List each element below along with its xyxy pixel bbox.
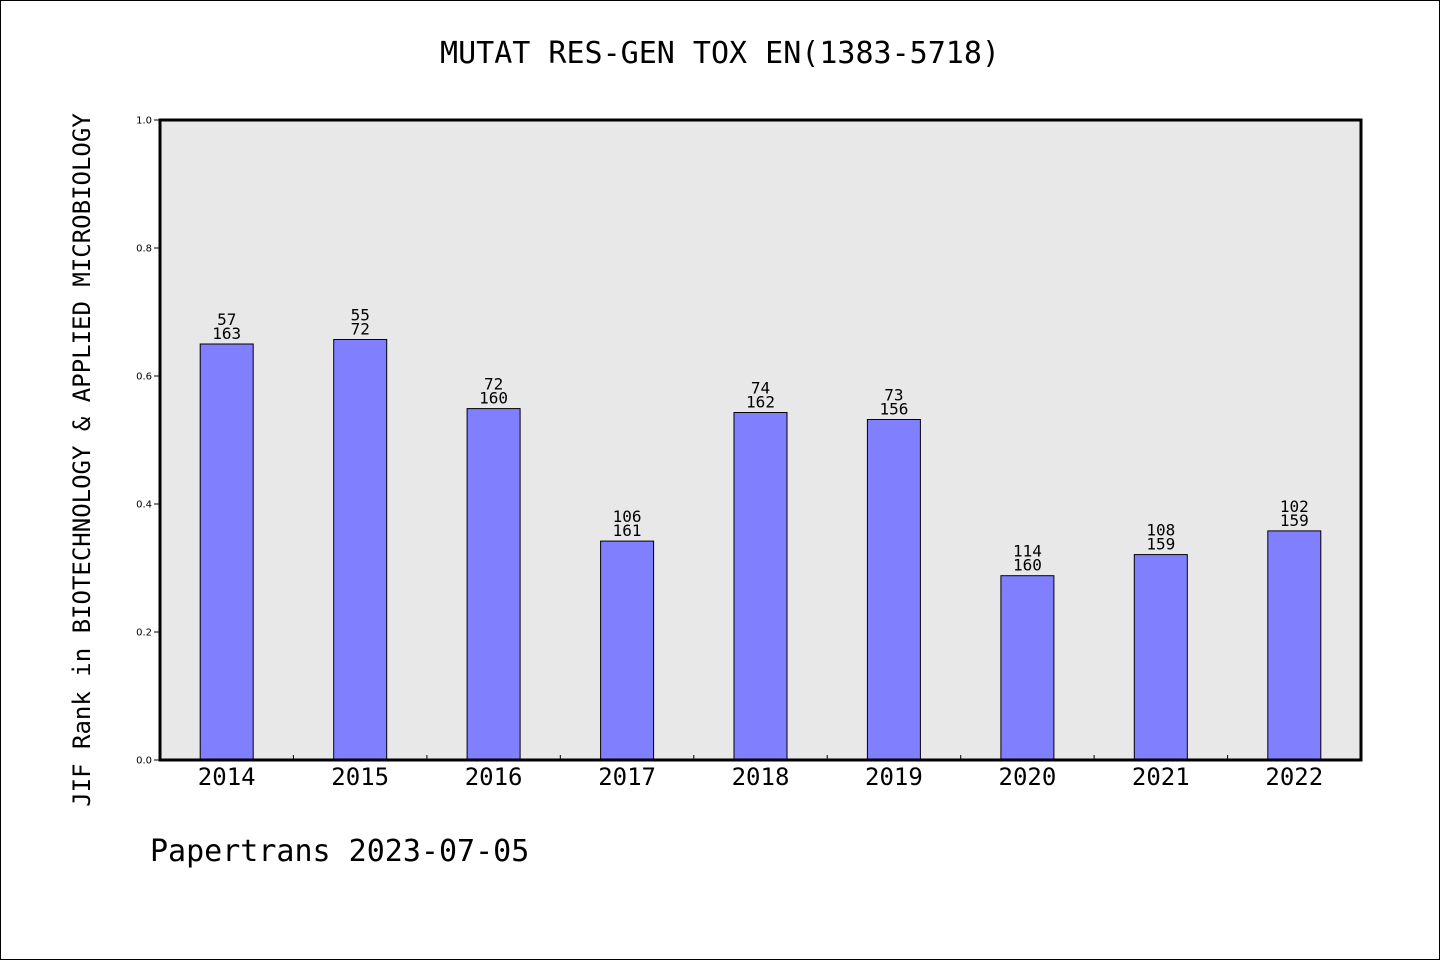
x-tick-label: 2021 [1132,763,1190,791]
y-tick-label: 0.8 [136,244,152,255]
bar-total-label: 163 [212,324,241,343]
bar-2017 [600,540,655,761]
x-tick-label: 2017 [598,763,656,791]
bar-total-label: 160 [1013,556,1042,575]
bar-total-label: 72 [351,320,370,339]
bar-rank-label: 72 [484,375,503,394]
y-tick-label: 0.6 [136,372,152,383]
bar-total-label: 162 [746,393,775,412]
y-axis: 0.0 0.2 0.4 0.6 0.8 1.0 [136,116,160,767]
bar-rank-label: 57 [217,310,236,329]
x-tick-label: 2019 [865,763,923,791]
x-axis: 2014 2015 2016 2017 2018 2019 2020 2021 2022 [198,755,1323,791]
bar-rank-label: 102 [1280,497,1309,516]
bar-rank-label: 114 [1013,542,1042,561]
bars-group [199,339,1322,761]
x-tick-label: 2020 [999,763,1057,791]
bar-total-label: 156 [879,400,908,419]
bar-rank-label: 74 [751,379,770,398]
bar-2018 [733,412,788,761]
y-tick-label: 0.2 [136,628,152,639]
bar-rank-label: 106 [613,507,642,526]
y-tick-label: 0.0 [136,756,152,767]
x-tick-label: 2015 [331,763,389,791]
x-tick-label: 2022 [1265,763,1323,791]
y-tick-label: 1.0 [136,116,152,127]
x-tick-label: 2014 [198,763,256,791]
bar-total-label: 160 [479,389,508,408]
bar-rank-label: 73 [884,386,903,405]
bar-total-label: 159 [1280,511,1309,530]
footer-credit: Papertrans 2023-07-05 [150,834,530,869]
y-tick-label: 0.4 [136,500,152,511]
x-tick-label: 2016 [465,763,523,791]
bar-2022 [1267,530,1322,761]
plot-frame [158,118,1363,762]
bar-rank-label: 108 [1146,521,1175,540]
bar-2014 [199,343,254,761]
bar-rank-label: 55 [351,306,370,325]
bar-2015 [333,339,388,761]
bar-2016 [466,408,521,761]
bar-2021 [1133,554,1188,761]
bar-total-label: 159 [1146,535,1175,554]
bar-2020 [1000,575,1055,761]
chart-title: MUTAT RES-GEN TOX EN(1383-5718) [440,36,1000,71]
bar-2019 [866,419,921,761]
x-tick-label: 2018 [732,763,790,791]
bar-total-label: 161 [613,521,642,540]
